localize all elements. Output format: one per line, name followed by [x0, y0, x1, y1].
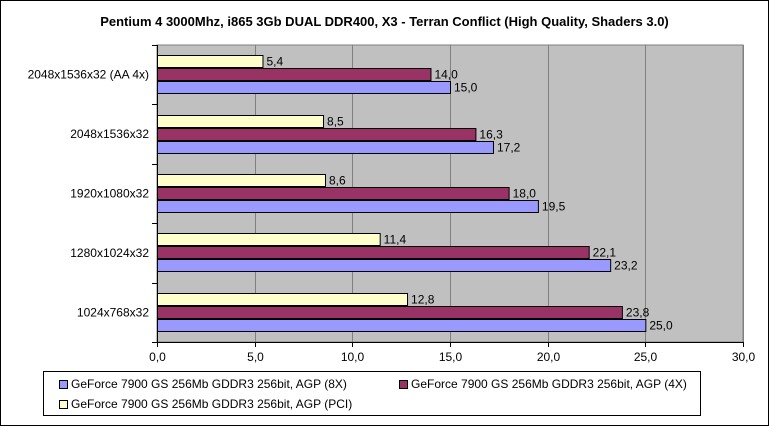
- data-label: 8,6: [329, 174, 346, 188]
- data-label: 8,5: [327, 115, 344, 129]
- bar: [157, 200, 539, 213]
- data-label: 17,2: [497, 141, 521, 155]
- bar: [157, 141, 494, 154]
- bar: [157, 187, 510, 200]
- data-label: 11,4: [384, 233, 407, 247]
- x-tick-label: 10,0: [341, 350, 365, 364]
- data-label: 14,0: [434, 68, 458, 82]
- x-tick-label: 20,0: [537, 350, 561, 364]
- data-label: 23,8: [626, 306, 650, 320]
- bar: [157, 115, 325, 128]
- bar: [157, 68, 432, 81]
- bar: [157, 55, 264, 68]
- bar: [157, 128, 477, 141]
- bar: [157, 306, 623, 319]
- legend-item-8x: GeForce 7900 GS 256Mb GDDR3 256bit, AGP …: [59, 377, 347, 391]
- category-label: 1024x768x32: [77, 305, 149, 319]
- bar: [157, 81, 451, 94]
- legend-swatch: [59, 379, 68, 389]
- category-label: 1920x1080x32: [70, 187, 149, 201]
- data-label: 22,1: [593, 246, 617, 260]
- bar: [157, 319, 647, 332]
- legend-label: GeForce 7900 GS 256Mb GDDR3 256bit, AGP …: [411, 377, 687, 391]
- legend-label: GeForce 7900 GS 256Mb GDDR3 256bit, AGP …: [71, 397, 353, 411]
- x-tick-label: 25,0: [634, 350, 658, 364]
- data-label: 15,0: [454, 81, 478, 95]
- data-label: 19,5: [542, 200, 566, 214]
- bar: [157, 174, 326, 187]
- data-label: 16,3: [479, 128, 503, 142]
- x-tick-label: 30,0: [732, 350, 756, 364]
- data-label: 25,0: [649, 319, 673, 333]
- bar: [157, 246, 590, 259]
- category-label: 2048x1536x32 (AA 4x): [28, 68, 149, 82]
- bar: [157, 293, 409, 306]
- legend-item-pci: GeForce 7900 GS 256Mb GDDR3 256bit, AGP …: [59, 397, 352, 411]
- data-label: 5,4: [266, 55, 283, 69]
- category-label: 2048x1536x32: [70, 127, 149, 141]
- legend-swatch: [399, 379, 408, 389]
- category-label: 1280x1024x32: [70, 246, 149, 260]
- legend-swatch: [59, 399, 68, 409]
- legend-label: GeForce 7900 GS 256Mb GDDR3 256bit, AGP …: [71, 377, 347, 391]
- data-label: 18,0: [513, 187, 537, 201]
- data-label: 12,8: [411, 293, 435, 307]
- chart-title: Pentium 4 3000Mhz, i865 3Gb DUAL DDR400,…: [100, 14, 669, 29]
- legend: GeForce 7900 GS 256Mb GDDR3 256bit, AGP …: [43, 371, 701, 416]
- x-tick-label: 5,0: [247, 350, 264, 364]
- bar: [157, 259, 612, 272]
- data-label: 23,2: [614, 259, 638, 273]
- legend-item-4x: GeForce 7900 GS 256Mb GDDR3 256bit, AGP …: [399, 377, 687, 391]
- bar: [157, 233, 381, 246]
- x-tick-label: 0,0: [149, 350, 166, 364]
- x-tick-label: 15,0: [439, 350, 463, 364]
